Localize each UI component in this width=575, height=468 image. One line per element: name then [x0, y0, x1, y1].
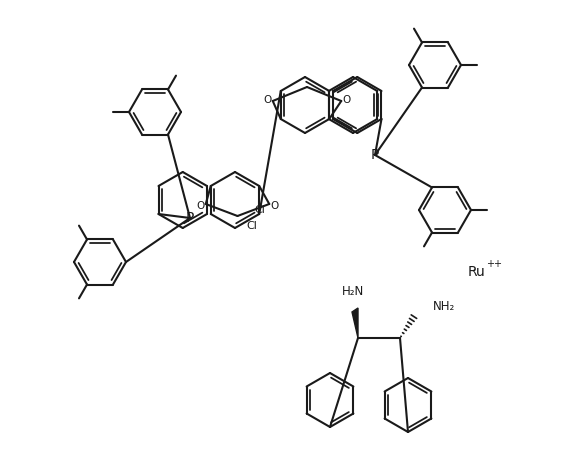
Polygon shape	[352, 308, 358, 338]
Text: O: O	[270, 201, 278, 211]
Text: P: P	[186, 211, 194, 225]
Text: H₂N: H₂N	[342, 285, 364, 298]
Text: ++: ++	[486, 259, 502, 269]
Text: O: O	[197, 201, 205, 211]
Text: Cl: Cl	[246, 221, 257, 231]
Text: O: O	[263, 95, 272, 105]
Text: P: P	[371, 148, 379, 162]
Text: Ru: Ru	[468, 265, 486, 279]
Text: Cl: Cl	[254, 205, 265, 215]
Text: NH₂: NH₂	[433, 300, 455, 314]
Text: O: O	[342, 95, 350, 105]
